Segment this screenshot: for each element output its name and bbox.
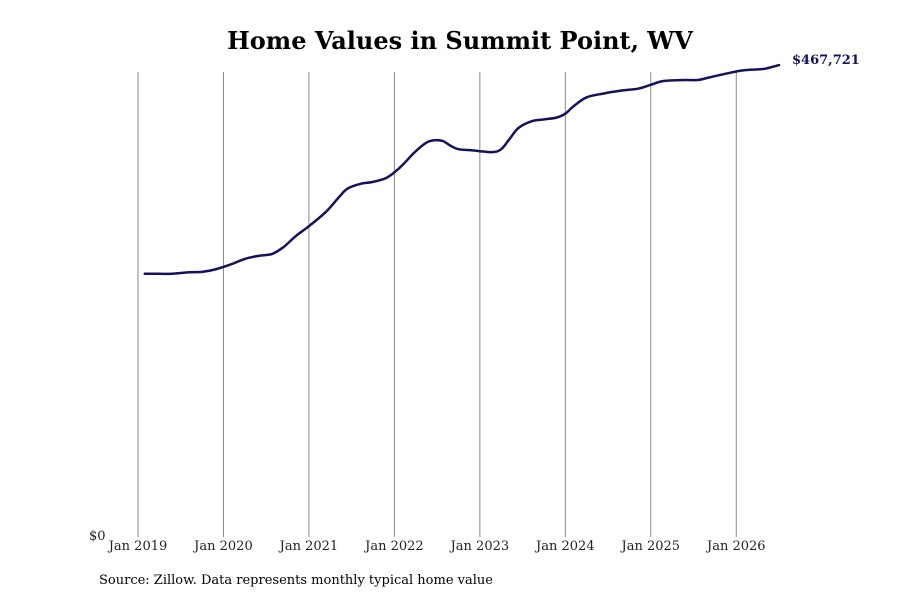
x-tick-label: Jan 2026 xyxy=(705,539,766,554)
x-tick-label: Jan 2022 xyxy=(363,539,424,554)
axis-labels: Jan 2019 Jan 2020 Jan 2021 Jan 2022 Jan 2023… xyxy=(89,53,860,554)
y-tick-label: $0 xyxy=(89,529,106,544)
x-tick-label: Jan 2019 xyxy=(107,539,168,554)
x-tick-label: Jan 2023 xyxy=(449,539,510,554)
x-tick-label: Jan 2021 xyxy=(278,539,339,554)
x-tick-label: Jan 2025 xyxy=(620,539,681,554)
series-layer xyxy=(143,63,781,276)
x-tick-label: Jan 2020 xyxy=(192,539,253,554)
chart-title: Home Values in Summit Point, WV xyxy=(227,26,693,55)
source-note: Source: Zillow. Data represents monthly … xyxy=(99,573,493,588)
x-tick-label: Jan 2024 xyxy=(534,539,595,554)
gridlines xyxy=(137,72,737,537)
end-value-label: $467,721 xyxy=(792,53,860,68)
series-line xyxy=(143,63,781,276)
